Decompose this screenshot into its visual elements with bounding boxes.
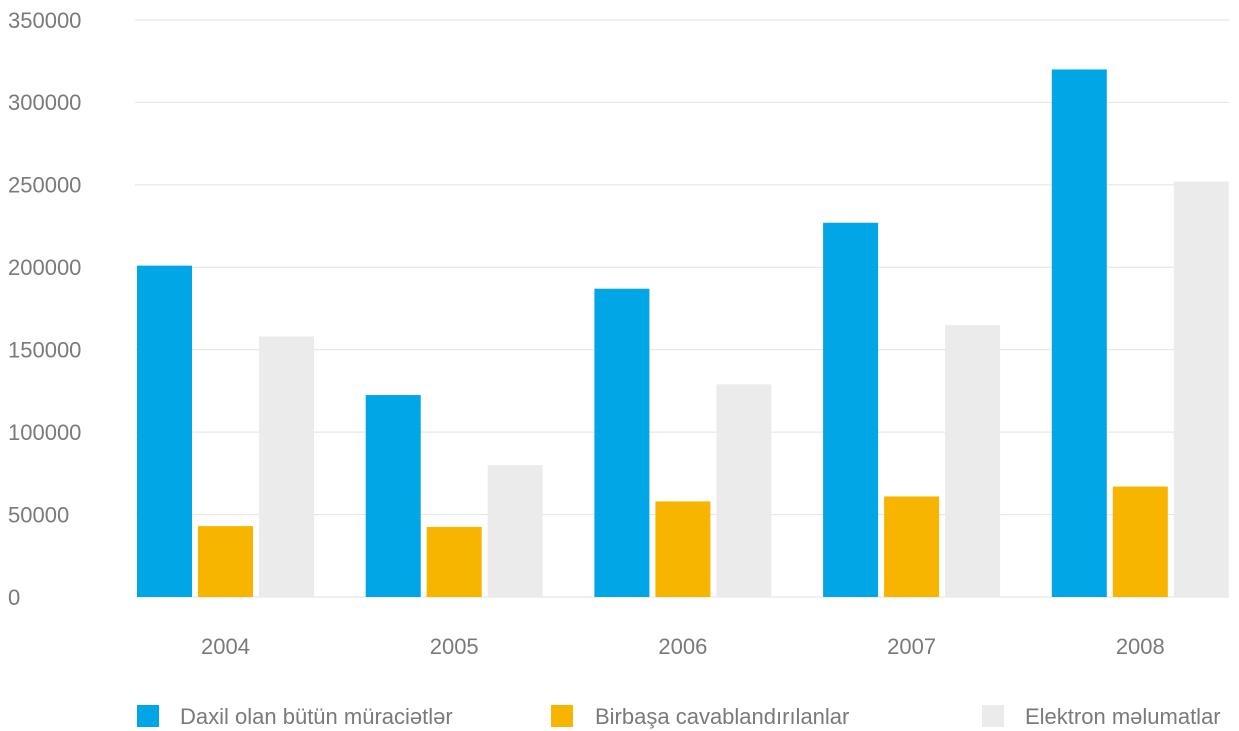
- bar: [1051, 69, 1107, 597]
- legend-swatch: [137, 705, 159, 727]
- bar: [426, 526, 482, 597]
- y-tick-label: 50000: [8, 502, 69, 527]
- y-tick-label: 300000: [8, 90, 81, 115]
- y-tick-label: 100000: [8, 420, 81, 445]
- y-tick-label: 350000: [8, 8, 81, 33]
- bar: [823, 222, 879, 597]
- legend-label: Daxil olan bütün müraciətlər: [180, 704, 453, 729]
- legend-label: Birbaşa cavablandırılanlar: [595, 704, 849, 729]
- bar: [365, 395, 421, 597]
- bar: [884, 496, 940, 597]
- x-tick-label: 2007: [887, 634, 936, 659]
- bar: [487, 465, 543, 597]
- bar: [945, 324, 1001, 597]
- bar: [716, 384, 772, 597]
- bar: [137, 265, 192, 597]
- bar: [259, 336, 314, 597]
- legend-swatch: [551, 705, 573, 727]
- y-tick-label: 250000: [8, 173, 81, 198]
- y-tick-label: 150000: [8, 338, 81, 363]
- y-tick-label: 0: [8, 585, 20, 610]
- bar: [198, 526, 253, 597]
- bar: [1173, 181, 1229, 597]
- legend-swatch: [982, 705, 1004, 727]
- bar: [655, 501, 711, 597]
- x-tick-label: 2005: [430, 634, 479, 659]
- x-tick-label: 2004: [201, 634, 250, 659]
- bar: [1112, 486, 1168, 597]
- y-tick-label: 200000: [8, 255, 81, 280]
- x-tick-label: 2006: [658, 634, 707, 659]
- legend-label: Elektron məlumatlar: [1025, 704, 1221, 729]
- bar: [594, 288, 650, 597]
- x-tick-label: 2008: [1116, 634, 1165, 659]
